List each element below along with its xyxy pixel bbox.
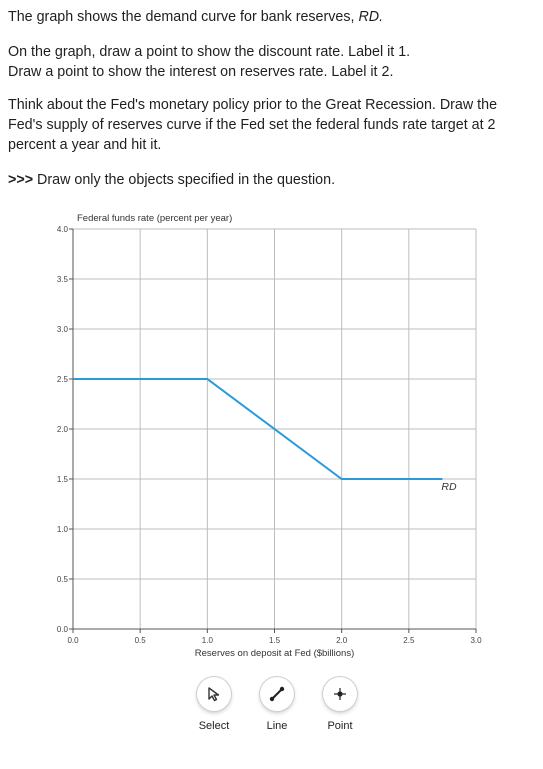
y-tick-label: 3.0 bbox=[57, 325, 69, 334]
y-tick-label: 1.5 bbox=[57, 475, 69, 484]
cursor-arrow-icon bbox=[208, 687, 220, 702]
y-tick-label: 3.5 bbox=[57, 275, 69, 284]
x-tick-label: 1.0 bbox=[202, 636, 214, 645]
x-tick-label: 2.5 bbox=[403, 636, 415, 645]
select-tool-circle[interactable] bbox=[197, 677, 231, 711]
x-tick-label: 0.5 bbox=[135, 636, 147, 645]
y-tick-label: 0.5 bbox=[57, 575, 69, 584]
note-text: Draw only the objects specified in the q… bbox=[33, 172, 336, 188]
instruction-discount-rate: On the graph, draw a point to show the d… bbox=[8, 44, 411, 60]
point-crosshair-icon bbox=[334, 688, 346, 700]
x-tick-label: 3.0 bbox=[470, 636, 482, 645]
line-tool-circle[interactable] bbox=[260, 677, 294, 711]
question-instructions-supply: Think about the Fed's monetary policy pr… bbox=[8, 95, 533, 155]
x-axis-label: Reserves on deposit at Fed ($billions) bbox=[195, 648, 354, 659]
reserves-graph[interactable]: 0.0 0.5 1.0 1.5 2.0 2.5 3.0 0.0 0.5 1.0 1.5 2.0 2.5 3… bbox=[0, 205, 543, 665]
x-tick-label: 1.5 bbox=[269, 636, 281, 645]
question-intro: The graph shows the demand curve for ban… bbox=[8, 7, 533, 27]
y-tick-label: 1.0 bbox=[57, 525, 69, 534]
question-note: >>> Draw only the objects specified in t… bbox=[8, 170, 533, 190]
y-tick-label: 0.0 bbox=[57, 625, 69, 634]
y-tick-label: 2.0 bbox=[57, 425, 69, 434]
line-tool-label: Line bbox=[266, 720, 288, 732]
select-tool-button[interactable]: Select bbox=[174, 677, 254, 732]
y-tick-label: 4.0 bbox=[57, 225, 69, 234]
rd-label-inline: RD. bbox=[358, 9, 384, 25]
point-tool-label: Point bbox=[327, 720, 353, 732]
y-tick-label: 2.5 bbox=[57, 375, 69, 384]
line-segment-icon bbox=[269, 686, 285, 702]
rd-demand-curve[interactable] bbox=[73, 378, 443, 480]
point-tool-circle[interactable] bbox=[323, 677, 357, 711]
rd-curve-label: RD bbox=[441, 481, 457, 493]
x-tick-label: 2.0 bbox=[336, 636, 348, 645]
question-instructions-points: On the graph, draw a point to show the d… bbox=[8, 42, 533, 82]
intro-text: The graph shows the demand curve for ban… bbox=[8, 9, 359, 25]
instruction-supply-curve: Think about the Fed's monetary policy pr… bbox=[8, 97, 498, 153]
note-prefix: >>> bbox=[8, 172, 34, 188]
instruction-reserves-rate: Draw a point to show the interest on res… bbox=[8, 64, 394, 80]
x-tick-label: 0.0 bbox=[67, 636, 79, 645]
point-tool-button[interactable]: Point bbox=[300, 677, 380, 732]
select-tool-label: Select bbox=[198, 720, 230, 732]
y-axis-label: Federal funds rate (percent per year) bbox=[77, 213, 232, 224]
line-tool-button[interactable]: Line bbox=[237, 677, 317, 732]
